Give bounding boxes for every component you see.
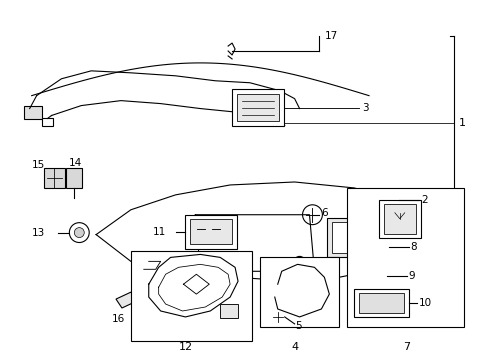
Circle shape [270,310,284,324]
Circle shape [217,227,223,233]
Bar [378,200,420,238]
Text: 8: 8 [410,243,416,252]
Text: 15: 15 [32,160,45,170]
Bar [190,219,232,244]
Bar [220,304,238,318]
Circle shape [207,256,219,268]
Circle shape [69,223,89,243]
Bar [185,215,237,249]
Text: 11: 11 [152,226,165,237]
Circle shape [210,260,216,265]
Circle shape [293,256,305,268]
Circle shape [74,228,84,238]
Text: 1: 1 [457,118,465,129]
Polygon shape [116,292,137,308]
Circle shape [360,272,368,280]
Bar [259,257,339,327]
Bar [24,105,41,120]
Text: 2: 2 [421,195,427,205]
Bar [346,188,463,327]
Text: 13: 13 [32,228,45,238]
Circle shape [214,224,225,235]
Text: 17: 17 [324,31,337,41]
Circle shape [389,209,409,229]
Bar [232,89,283,126]
Text: 12: 12 [178,342,192,352]
Text: 3: 3 [361,103,368,113]
Polygon shape [358,238,386,257]
Bar [332,222,373,253]
Text: 14: 14 [68,158,81,168]
Text: 9: 9 [408,271,414,281]
Text: 7: 7 [402,342,409,352]
Text: 10: 10 [418,298,431,308]
Text: 5: 5 [295,321,302,331]
Circle shape [296,260,302,265]
Bar [41,118,53,126]
Bar [358,293,403,313]
Text: 4: 4 [290,342,298,352]
Bar [353,289,408,317]
Bar [131,251,251,341]
Circle shape [302,205,322,225]
Text: 16: 16 [111,314,124,324]
Bar [383,204,415,234]
Bar [43,168,65,188]
Polygon shape [360,269,386,282]
Text: 6: 6 [321,208,327,218]
Bar [237,94,278,121]
Bar [326,218,378,257]
Bar [66,168,82,188]
